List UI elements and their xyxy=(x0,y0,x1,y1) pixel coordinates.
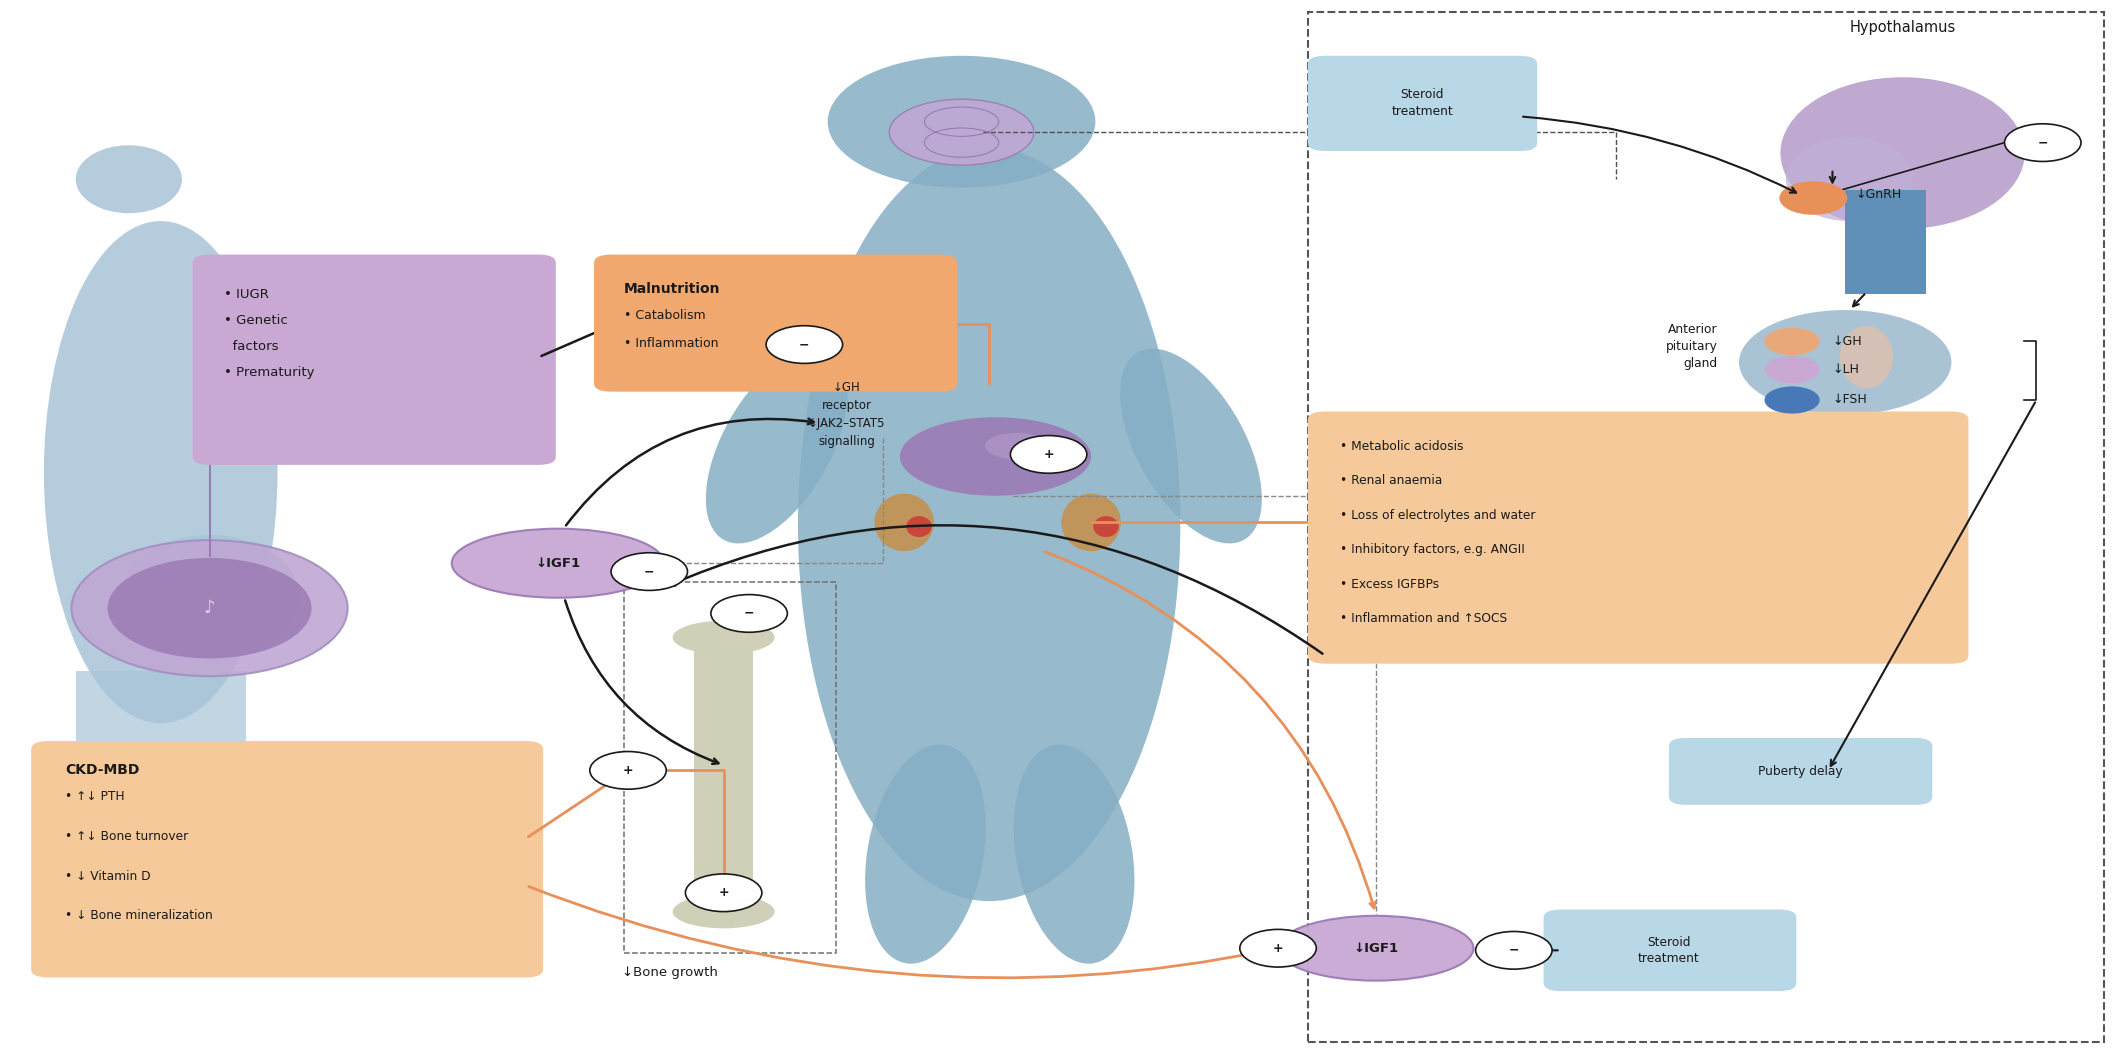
Text: • ↑↓ PTH: • ↑↓ PTH xyxy=(66,790,125,804)
Ellipse shape xyxy=(798,148,1180,901)
Text: • ↓ Vitamin D: • ↓ Vitamin D xyxy=(66,870,151,882)
Circle shape xyxy=(685,874,761,912)
Text: • Inhibitory factors, e.g. ANGII: • Inhibitory factors, e.g. ANGII xyxy=(1340,543,1525,556)
Text: • IUGR: • IUGR xyxy=(225,287,270,301)
Ellipse shape xyxy=(1787,137,1912,221)
Text: +: + xyxy=(1044,448,1055,461)
Text: −: − xyxy=(644,565,655,578)
Text: ↓Bone growth: ↓Bone growth xyxy=(621,966,717,979)
Circle shape xyxy=(2004,124,2080,162)
Text: • Catabolism: • Catabolism xyxy=(623,308,706,322)
Ellipse shape xyxy=(45,221,277,723)
Circle shape xyxy=(766,326,842,363)
Ellipse shape xyxy=(1780,78,2025,229)
Circle shape xyxy=(72,540,347,677)
Text: −: − xyxy=(744,607,755,620)
Text: • Loss of electrolytes and water: • Loss of electrolytes and water xyxy=(1340,509,1536,521)
Text: ↓GnRH: ↓GnRH xyxy=(1857,189,1902,201)
Text: factors: factors xyxy=(225,340,279,354)
Ellipse shape xyxy=(77,145,183,213)
Ellipse shape xyxy=(1015,745,1134,964)
Circle shape xyxy=(589,751,666,789)
Circle shape xyxy=(1780,181,1848,215)
Text: Anterior
pituitary
gland: Anterior pituitary gland xyxy=(1665,323,1719,370)
Text: −: − xyxy=(1508,944,1519,957)
Ellipse shape xyxy=(889,100,1034,165)
Text: Steroid
treatment: Steroid treatment xyxy=(1391,88,1453,117)
Text: • Genetic: • Genetic xyxy=(225,314,287,327)
Ellipse shape xyxy=(874,494,934,551)
FancyBboxPatch shape xyxy=(32,741,542,978)
Circle shape xyxy=(1476,932,1553,969)
Ellipse shape xyxy=(1278,916,1474,981)
Text: ↓GH
receptor
↓JAK2–STAT5
signalling: ↓GH receptor ↓JAK2–STAT5 signalling xyxy=(808,381,885,448)
Bar xyxy=(1846,190,1925,295)
Bar xyxy=(1308,12,2104,1043)
Text: ↓LH: ↓LH xyxy=(1833,363,1859,377)
Text: +: + xyxy=(1272,942,1283,955)
Circle shape xyxy=(108,558,311,659)
Text: • Metabolic acidosis: • Metabolic acidosis xyxy=(1340,440,1463,452)
Ellipse shape xyxy=(866,745,985,964)
Text: Malnutrition: Malnutrition xyxy=(623,282,721,296)
Text: ♪: ♪ xyxy=(204,599,215,617)
Text: ↓IGF1: ↓IGF1 xyxy=(1353,942,1397,955)
Bar xyxy=(693,635,753,912)
FancyBboxPatch shape xyxy=(593,255,957,391)
Ellipse shape xyxy=(900,418,1091,496)
Ellipse shape xyxy=(672,621,774,655)
Text: • ↑↓ Bone turnover: • ↑↓ Bone turnover xyxy=(66,830,189,842)
Ellipse shape xyxy=(1093,516,1119,537)
Text: ↓FSH: ↓FSH xyxy=(1833,393,1868,407)
Text: Steroid
treatment: Steroid treatment xyxy=(1638,936,1699,965)
FancyBboxPatch shape xyxy=(1544,909,1797,991)
Text: −: − xyxy=(800,338,810,351)
Text: −: − xyxy=(2038,136,2048,149)
Text: Puberty delay: Puberty delay xyxy=(1759,765,1842,778)
Circle shape xyxy=(710,595,787,633)
FancyBboxPatch shape xyxy=(1308,411,1967,664)
Text: ↓GH: ↓GH xyxy=(1833,335,1861,348)
Ellipse shape xyxy=(451,529,664,598)
FancyBboxPatch shape xyxy=(1670,737,1931,805)
Text: • Prematurity: • Prematurity xyxy=(225,366,315,380)
Ellipse shape xyxy=(119,535,300,661)
Circle shape xyxy=(610,553,687,591)
Text: +: + xyxy=(623,764,634,777)
Circle shape xyxy=(1765,327,1821,355)
Ellipse shape xyxy=(1121,348,1261,543)
Text: +: + xyxy=(719,886,730,899)
Circle shape xyxy=(827,56,1095,188)
Text: Hypothalamus: Hypothalamus xyxy=(1850,20,1955,35)
Circle shape xyxy=(1765,386,1821,413)
Text: ↓IGF1: ↓IGF1 xyxy=(536,557,581,570)
Ellipse shape xyxy=(985,433,1049,459)
Text: • Renal anaemia: • Renal anaemia xyxy=(1340,474,1442,487)
Text: • Inflammation: • Inflammation xyxy=(623,337,719,350)
Ellipse shape xyxy=(906,516,932,537)
Ellipse shape xyxy=(672,895,774,928)
Ellipse shape xyxy=(706,348,849,543)
Bar xyxy=(77,671,247,964)
Ellipse shape xyxy=(1840,326,1893,388)
Text: • Inflammation and ↑SOCS: • Inflammation and ↑SOCS xyxy=(1340,613,1506,625)
Ellipse shape xyxy=(1061,494,1121,551)
Text: • ↓ Bone mineralization: • ↓ Bone mineralization xyxy=(66,909,213,922)
Circle shape xyxy=(1240,929,1317,967)
Circle shape xyxy=(1765,356,1821,383)
FancyBboxPatch shape xyxy=(194,255,555,465)
Text: CKD-MBD: CKD-MBD xyxy=(66,764,140,777)
Ellipse shape xyxy=(1740,311,1950,414)
Text: • Excess IGFBPs: • Excess IGFBPs xyxy=(1340,578,1438,591)
Circle shape xyxy=(1010,435,1087,473)
Bar xyxy=(623,582,836,954)
FancyBboxPatch shape xyxy=(1308,56,1538,151)
